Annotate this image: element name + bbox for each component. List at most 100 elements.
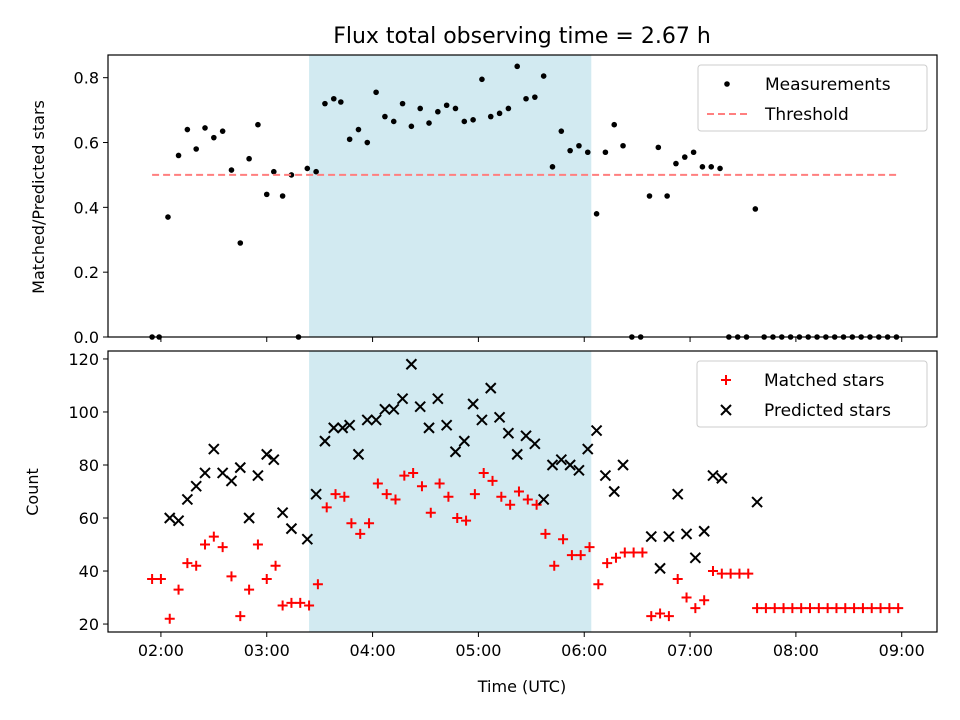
predicted-star-point [276, 507, 289, 519]
measurement-point [255, 121, 261, 128]
matched-star-point [277, 600, 288, 611]
matched-star-point [261, 573, 272, 584]
legend-marker-predicted [720, 404, 732, 416]
matched-star-point [252, 539, 263, 550]
measurement-point [271, 168, 277, 175]
predicted-star-point [379, 403, 391, 416]
x-tick-label: 09:00 [879, 641, 925, 660]
matched-star-point [226, 571, 237, 582]
predicted-star-point [449, 446, 462, 458]
measurement-point [202, 125, 208, 131]
matched-star-point [330, 489, 341, 500]
measurement-point [611, 121, 618, 128]
matched-star-point [566, 550, 577, 561]
matched-star-point [725, 568, 736, 579]
predicted-star-point [608, 485, 620, 498]
matched-star-point [217, 542, 228, 553]
predicted-star-point [485, 382, 497, 394]
predicted-star-point [529, 438, 541, 450]
bottom-y-tick-label: 60 [79, 509, 99, 528]
legend-label: Threshold [764, 105, 849, 125]
matched-star-point [364, 518, 375, 529]
matched-star-point [884, 603, 895, 614]
matched-star-point [304, 600, 315, 611]
bottom-y-tick-label: 100 [68, 403, 99, 422]
matched-star-point [522, 494, 533, 505]
measurement-point [355, 126, 362, 133]
measurement-point [532, 94, 538, 100]
predicted-star-point [190, 480, 202, 492]
predicted-star-point [458, 435, 471, 447]
predicted-star-point [319, 435, 331, 447]
predicted-star-point [617, 459, 629, 471]
matched-star-point [796, 603, 807, 614]
predicted-star-point [680, 528, 693, 540]
measurement-point [549, 164, 556, 170]
matched-star-point [584, 542, 595, 553]
measurement-point [540, 73, 547, 79]
matched-star-point [813, 603, 824, 614]
matched-star-point [849, 603, 860, 614]
matched-star-point [716, 568, 727, 579]
measurement-point [175, 152, 182, 159]
matched-star-point [295, 597, 306, 608]
matched-star-point [155, 573, 166, 584]
matched-star-point [637, 547, 648, 558]
matched-star-point [425, 507, 436, 518]
predicted-star-point [199, 467, 211, 479]
bottom-series-predicted-stars [164, 358, 763, 575]
matched-star-point [164, 613, 175, 624]
matched-star-point [778, 603, 789, 614]
predicted-star-point [234, 461, 246, 474]
legend-label: Predicted stars [764, 401, 891, 421]
predicted-star-point [432, 393, 444, 405]
matched-star-point [408, 467, 419, 478]
measurement-point [330, 95, 337, 102]
bottom-shaded-region [309, 351, 592, 632]
measurement-point [364, 139, 371, 146]
measurement-point [193, 146, 199, 152]
matched-star-point [469, 489, 480, 500]
predicted-star-point [582, 443, 594, 455]
predicted-star-point [590, 424, 603, 437]
measurement-point [505, 105, 512, 112]
measurement-point [304, 165, 311, 172]
bottom-y-tick-label: 120 [68, 350, 99, 369]
matched-star-point [760, 603, 771, 614]
matched-star-point [286, 597, 297, 608]
predicted-star-point [328, 422, 340, 434]
predicted-star-point [310, 488, 322, 500]
matched-star-point [478, 467, 489, 478]
predicted-star-point [654, 562, 666, 575]
matched-star-point [699, 595, 710, 606]
matched-star-point [191, 560, 202, 571]
matched-star-point [663, 611, 674, 622]
top-legend [697, 64, 928, 132]
measurement-point [620, 142, 626, 149]
measurement-point [479, 76, 485, 83]
matched-star-point [173, 584, 184, 595]
legend-marker-matched [721, 375, 731, 385]
predicted-star-point [573, 464, 585, 476]
matched-star-point [372, 478, 383, 489]
matched-star-point [857, 603, 868, 614]
measurement-point [346, 136, 353, 143]
predicted-star-point [405, 358, 418, 370]
matched-star-point [513, 486, 524, 497]
x-tick-label: 08:00 [773, 641, 819, 660]
measurement-point [426, 120, 432, 126]
measurement-point [288, 172, 295, 178]
bottom-y-tick-label: 20 [79, 615, 99, 634]
predicted-star-point [555, 453, 568, 466]
matched-star-point [655, 608, 666, 619]
measurement-point [417, 105, 423, 112]
matched-star-point [893, 603, 904, 614]
top-shaded-region [309, 55, 592, 337]
measurement-point [390, 118, 397, 125]
matched-star-point [312, 579, 323, 590]
measurement-point [263, 191, 270, 198]
measurement-point [373, 89, 379, 96]
matched-star-point [505, 499, 516, 510]
measurement-point [470, 117, 476, 123]
bottom-y-tick-label: 80 [79, 456, 99, 475]
